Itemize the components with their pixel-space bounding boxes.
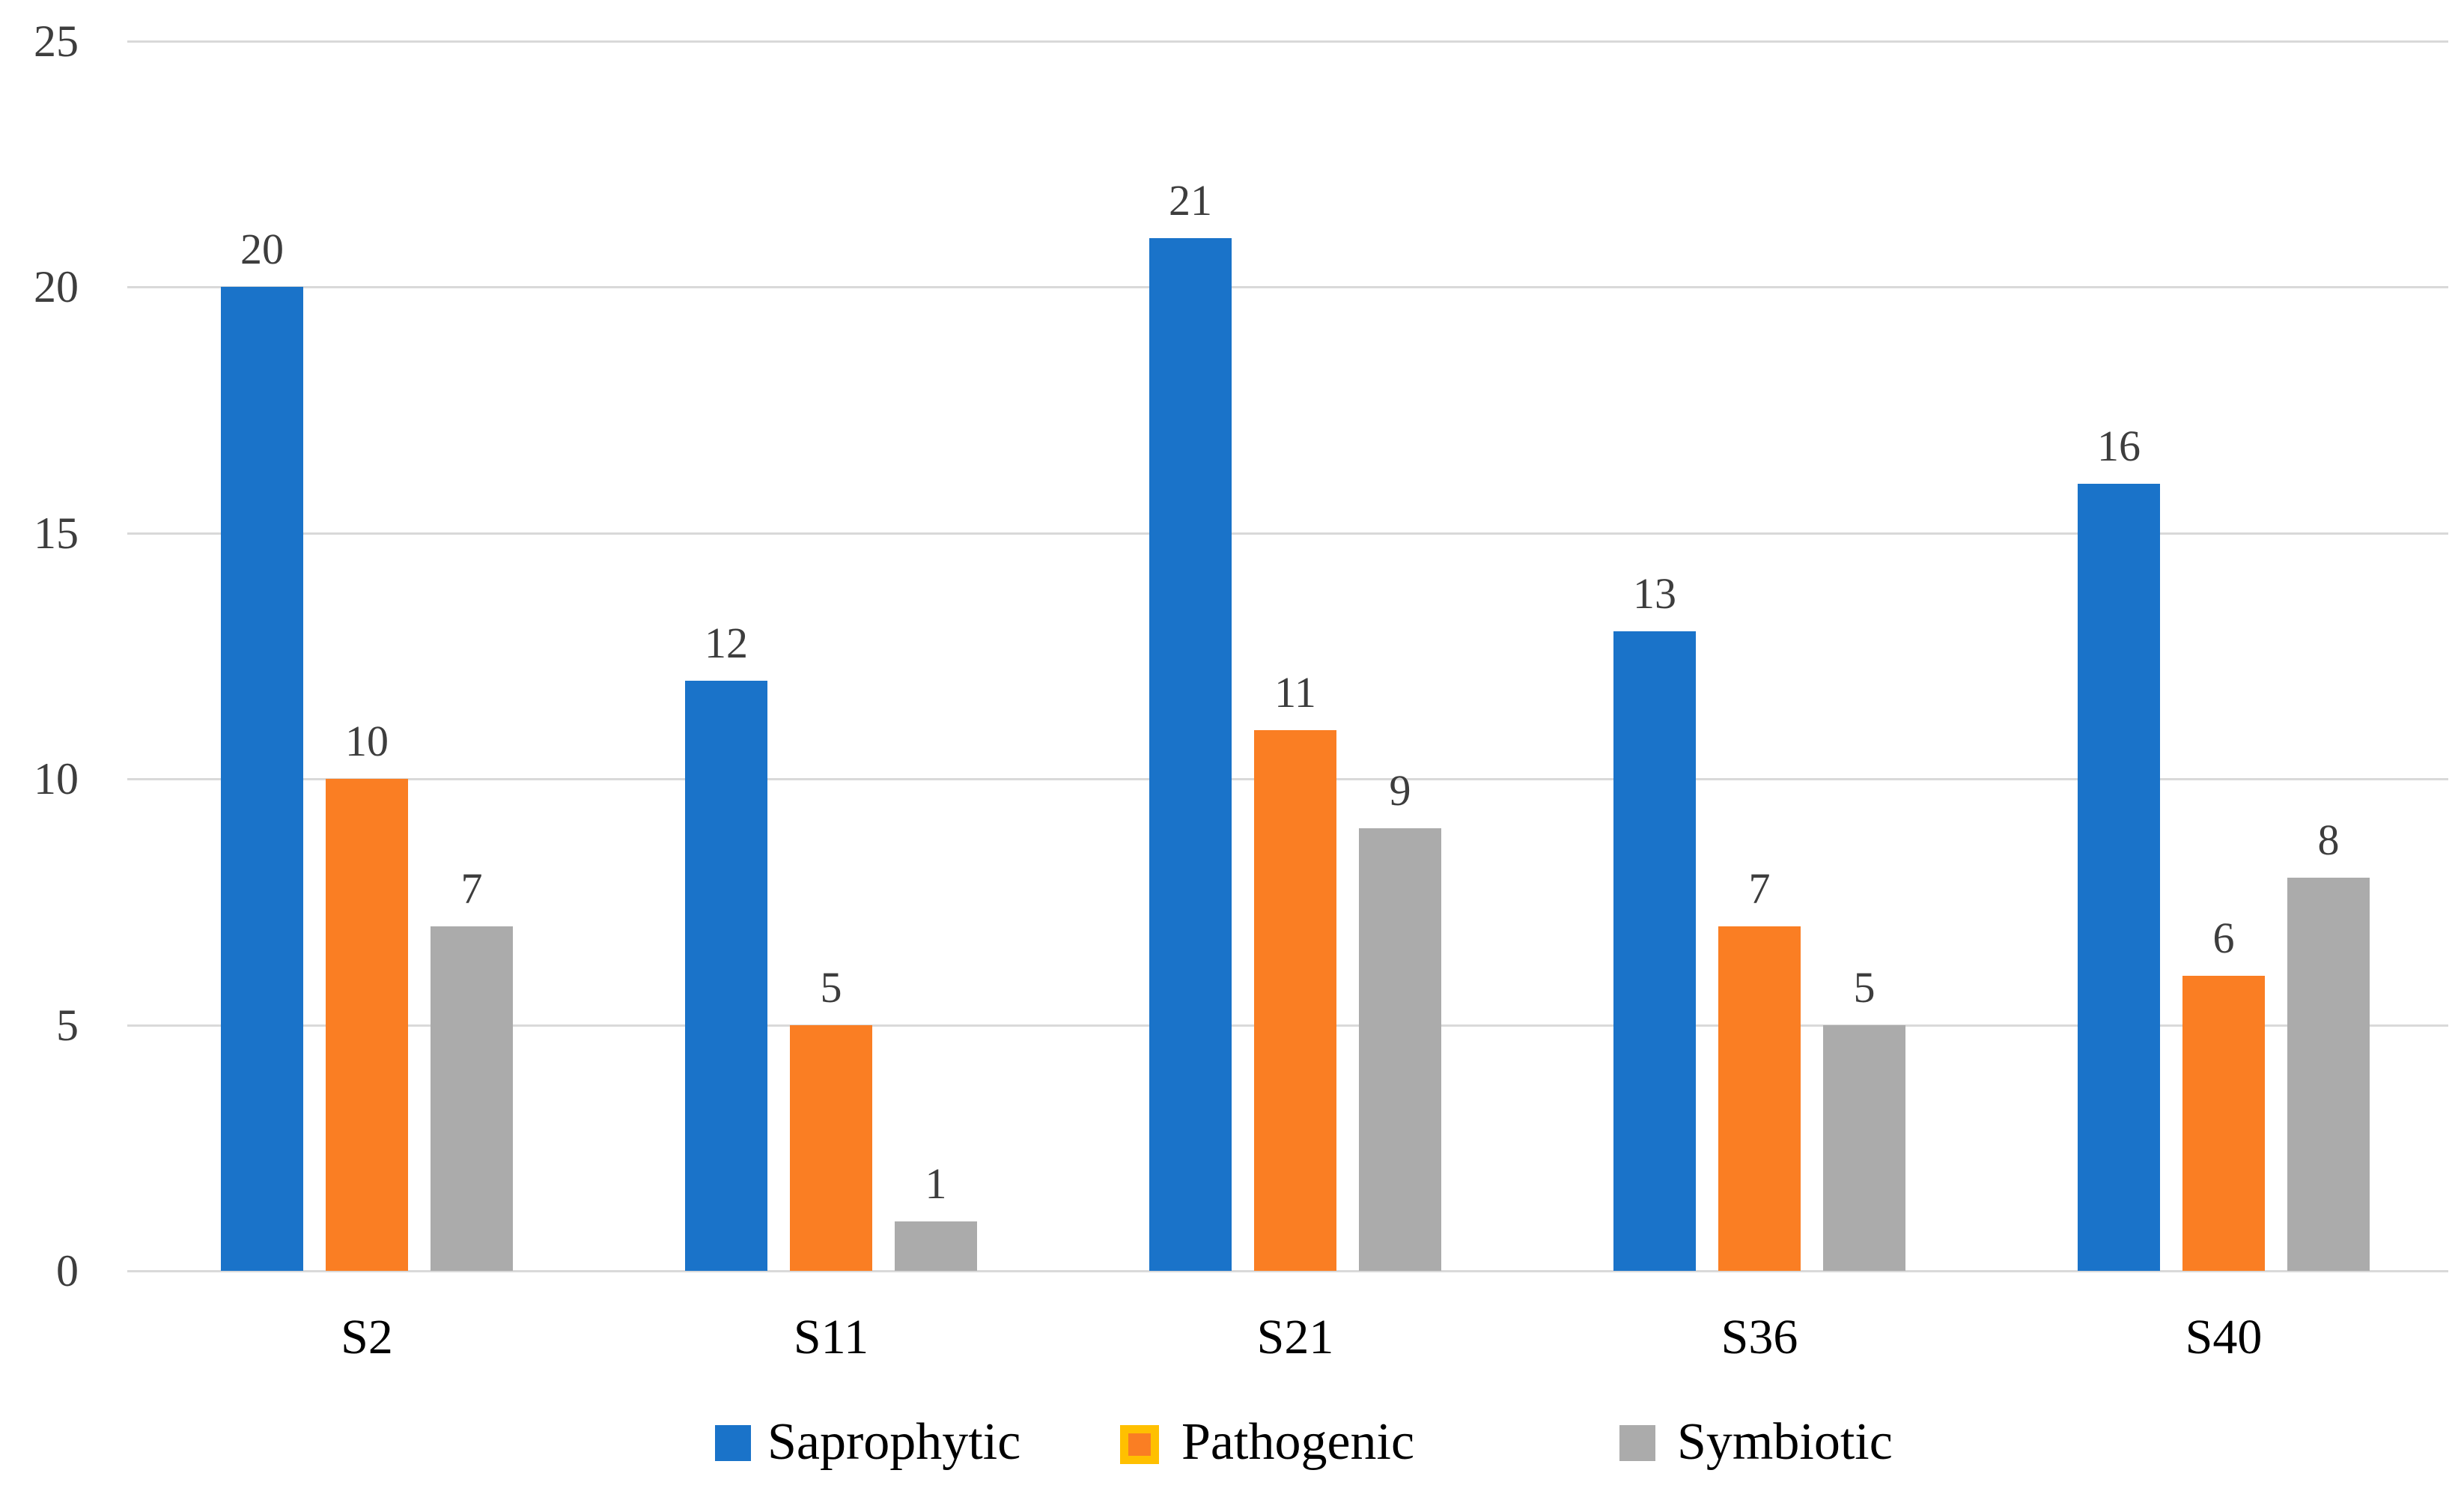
value-label-saprophytic-s21: 21: [1169, 175, 1212, 225]
legend-swatch-pathogenic: [1120, 1425, 1159, 1464]
value-label-pathogenic-s11: 5: [820, 962, 842, 1012]
legend-label-symbiotic: Symbiotic: [1677, 1413, 1893, 1471]
y-axis-tick-label-20: 20: [34, 262, 79, 312]
x-axis-category-label-s11: S11: [793, 1310, 869, 1364]
gridline-20: [127, 286, 2448, 289]
y-axis-tick-label-10: 10: [34, 754, 79, 804]
value-label-saprophytic-s2: 20: [240, 225, 284, 274]
y-axis-tick-label-15: 15: [34, 508, 79, 558]
x-axis-category-label-s2: S2: [341, 1310, 393, 1364]
value-label-symbiotic-s2: 7: [460, 864, 483, 914]
y-axis-tick-label-5: 5: [56, 1000, 79, 1050]
y-axis-tick-label-0: 0: [56, 1246, 79, 1296]
bar-saprophytic-s2: [221, 287, 303, 1271]
bar-saprophytic-s21: [1149, 237, 1232, 1271]
bar-pathogenic-s36: [1718, 926, 1801, 1271]
legend-swatch-saprophytic: [715, 1425, 751, 1461]
x-axis-category-label-s21: S21: [1256, 1310, 1334, 1364]
bar-symbiotic-s36: [1823, 1024, 1905, 1271]
value-label-pathogenic-s40: 6: [2212, 913, 2235, 962]
value-label-saprophytic-s36: 13: [1633, 569, 1676, 619]
bar-saprophytic-s36: [1613, 631, 1696, 1271]
y-axis-tick-label-25: 25: [34, 16, 79, 66]
bar-pathogenic-s40: [2182, 975, 2265, 1271]
value-label-symbiotic-s36: 5: [1853, 962, 1876, 1012]
gridline-25: [127, 40, 2448, 43]
bar-pathogenic-s11: [790, 1024, 872, 1271]
gridline-0: [127, 1270, 2448, 1272]
value-label-symbiotic-s21: 9: [1389, 765, 1411, 815]
value-label-pathogenic-s21: 11: [1274, 667, 1316, 717]
bar-symbiotic-s2: [431, 926, 513, 1271]
bar-saprophytic-s11: [685, 680, 767, 1271]
value-label-pathogenic-s36: 7: [1748, 864, 1771, 914]
bar-saprophytic-s40: [2078, 484, 2160, 1271]
x-axis-category-label-s36: S36: [1721, 1310, 1798, 1364]
bar-symbiotic-s21: [1359, 828, 1441, 1271]
legend-swatch-symbiotic: [1619, 1425, 1655, 1461]
bar-pathogenic-s2: [326, 779, 408, 1271]
value-label-symbiotic-s11: 1: [925, 1159, 947, 1209]
bar-symbiotic-s40: [2287, 877, 2370, 1271]
legend-label-saprophytic: Saprophytic: [767, 1413, 1021, 1471]
bar-symbiotic-s11: [895, 1221, 977, 1271]
value-label-symbiotic-s40: 8: [2317, 815, 2340, 864]
value-label-saprophytic-s40: 16: [2097, 422, 2141, 471]
legend-label-pathogenic: Pathogenic: [1181, 1413, 1415, 1471]
value-label-pathogenic-s2: 10: [345, 717, 389, 766]
gridline-15: [127, 532, 2448, 535]
value-label-saprophytic-s11: 12: [705, 618, 748, 667]
x-axis-category-label-s40: S40: [2185, 1310, 2263, 1364]
bar-pathogenic-s21: [1254, 729, 1336, 1271]
